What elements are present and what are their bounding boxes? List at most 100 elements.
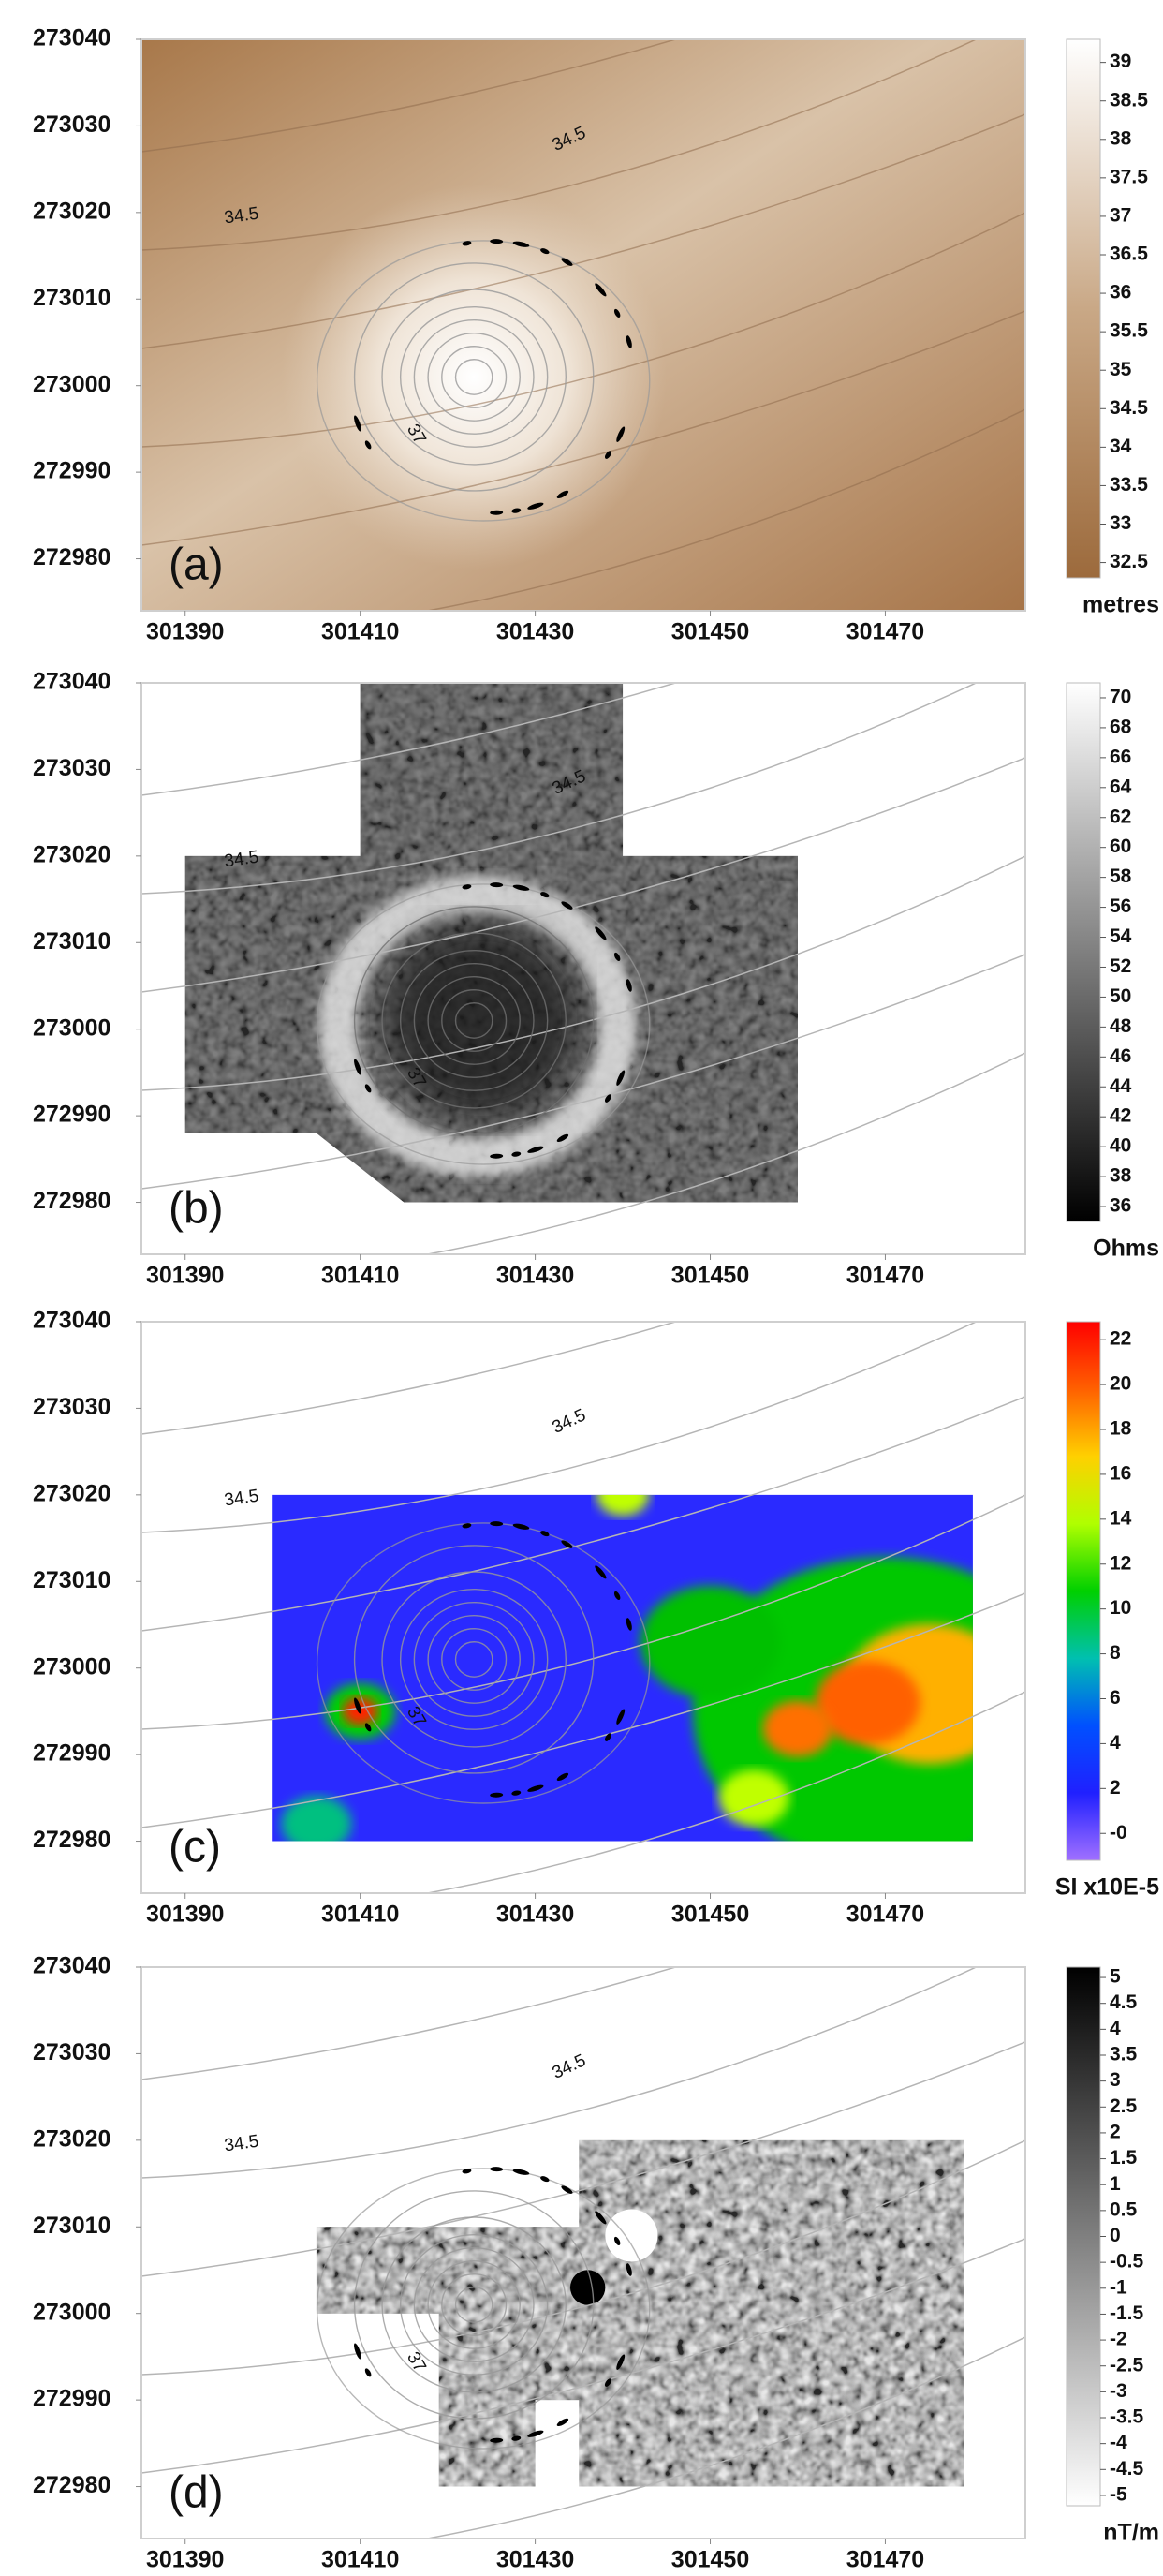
y-tick-label: 272980 [33,544,110,570]
mound [282,185,667,570]
colorbar-tick-label: 70 [1110,687,1131,708]
colorbar [1067,1322,1100,1860]
colorbar-tick-label: 33.5 [1110,474,1148,496]
y-tick-label: 273000 [33,2299,110,2325]
x-tick-label: 301470 [846,619,924,645]
colorbar-tick-label: 66 [1110,746,1131,767]
colorbar-tick-label: 50 [1110,985,1131,1007]
colorbar-tick-label: 12 [1110,1552,1131,1574]
colorbar-tick-label: -2 [1110,2329,1127,2350]
y-tick-label: 273020 [33,841,110,867]
colorbar-tick-label: -4.5 [1110,2458,1144,2480]
colorbar-tick-label: 34 [1110,436,1132,457]
panel-label: (a) [169,540,224,590]
colorbar-tick-label: 48 [1110,1015,1132,1037]
colorbar-tick-label: 36.5 [1110,244,1148,265]
x-tick-label: 301430 [496,619,574,645]
x-tick-label: 301390 [146,2547,224,2571]
colorbar-tick-label: 1 [1110,2173,1121,2195]
colorbar-unit: Ohms [1093,1236,1159,1262]
y-tick-label: 273020 [33,1480,110,1506]
panel: 34.534.537273040273030273020273010273000… [33,0,1159,645]
colorbar-tick-label: 46 [1110,1045,1131,1067]
y-tick-label: 273030 [33,111,110,138]
colorbar-tick-label: 4 [1110,2018,1121,2039]
colorbar-tick-label: 2 [1110,2121,1121,2142]
colorbar-tick-label: 5 [1110,1966,1121,1988]
plot-area [141,0,1025,644]
y-tick-label: 273000 [33,1014,110,1041]
colorbar-tick-label: 62 [1110,806,1131,827]
colorbar-tick-label: 35 [1110,359,1132,380]
colorbar-tick-label: -1 [1110,2276,1127,2298]
y-tick-label: 273040 [33,1308,110,1334]
y-tick-label: 273020 [33,198,110,224]
colorbar-tick-label: 4 [1110,1732,1121,1754]
colorbar-tick-label: 2 [1110,1777,1121,1799]
dipole-black [570,2270,605,2304]
colorbar-tick-label: 34.5 [1110,397,1148,419]
colorbar-tick-label: 58 [1110,866,1132,887]
colorbar-tick-label: 0 [1110,2225,1121,2246]
body: {"panels": [ {"label": "(a)", "xlim": [3… [0,0,1163,2571]
page: html, body { margin: 0; padding: 0; back… [0,0,1163,2571]
plot-area [141,1200,1078,1926]
colorbar-tick-label: 68 [1110,716,1132,737]
colorbar-tick-label: 42 [1110,1105,1131,1127]
y-tick-label: 273040 [33,669,110,695]
colorbar-tick-label: 40 [1110,1135,1131,1157]
y-tick-label: 272980 [33,2472,110,2498]
colorbar-tick-label: -2.5 [1110,2354,1144,2376]
colorbar-tick-label: 8 [1110,1642,1121,1664]
colorbar-tick-label: -1.5 [1110,2302,1144,2324]
colorbar-tick-label: 60 [1110,836,1131,857]
y-tick-label: 272980 [33,1188,110,1214]
colorbar [1067,1967,1100,2506]
x-tick-label: 301430 [496,1263,574,1289]
colorbar-unit: metres [1082,592,1159,618]
colorbar-tick-label: 0.5 [1110,2198,1138,2220]
y-tick-label: 273010 [33,928,110,955]
y-tick-label: 273040 [33,25,110,52]
colorbar-tick-label: 38.5 [1110,89,1148,111]
y-tick-label: 272990 [33,1102,110,1128]
panel-label: (d) [169,2468,224,2518]
colorbar-tick-label: -0 [1110,1822,1127,1843]
y-tick-label: 273030 [33,1394,110,1420]
y-tick-label: 272990 [33,2386,110,2412]
panel-label: (c) [169,1823,221,1873]
colorbar [1067,683,1100,1221]
x-tick-label: 301410 [321,1263,399,1289]
x-tick-label: 301470 [846,1902,924,1928]
colorbar-tick-label: 56 [1110,896,1131,917]
anomaly [763,1700,833,1756]
colorbar-tick-label: 37 [1110,204,1131,226]
dipole-white [605,2209,657,2261]
colorbar-tick-label: 32.5 [1110,551,1148,572]
colorbar-tick-label: 2.5 [1110,2095,1138,2117]
colorbar-tick-label: 1.5 [1110,2147,1138,2169]
x-tick-label: 301470 [846,2547,924,2571]
y-tick-label: 273020 [33,2125,110,2152]
plot-area [141,561,1025,1287]
colorbar-tick-label: 16 [1110,1462,1131,1484]
colorbar-tick-label: -3.5 [1110,2406,1144,2428]
y-tick-label: 273030 [33,2039,110,2065]
colorbar-tick-label: 38 [1110,127,1132,149]
y-tick-label: 273000 [33,371,110,397]
panel: 34.534.537273040273030273020273010273000… [33,1200,1159,1928]
x-tick-label: 301450 [671,619,749,645]
x-tick-label: 301390 [146,1902,224,1928]
colorbar-tick-label: 39 [1110,51,1131,72]
y-tick-label: 273030 [33,755,110,781]
colorbar-tick-label: 38 [1110,1165,1132,1187]
x-tick-label: 301450 [671,1902,749,1928]
x-tick-label: 301410 [321,1902,399,1928]
y-tick-label: 272980 [33,1827,110,1853]
colorbar-tick-label: 33 [1110,512,1131,534]
x-tick-label: 301430 [496,1902,574,1928]
x-tick-label: 301410 [321,619,399,645]
colorbar-tick-label: 3 [1110,2069,1121,2091]
x-tick-label: 301430 [496,2547,574,2571]
colorbar-tick-label: -3 [1110,2380,1127,2402]
